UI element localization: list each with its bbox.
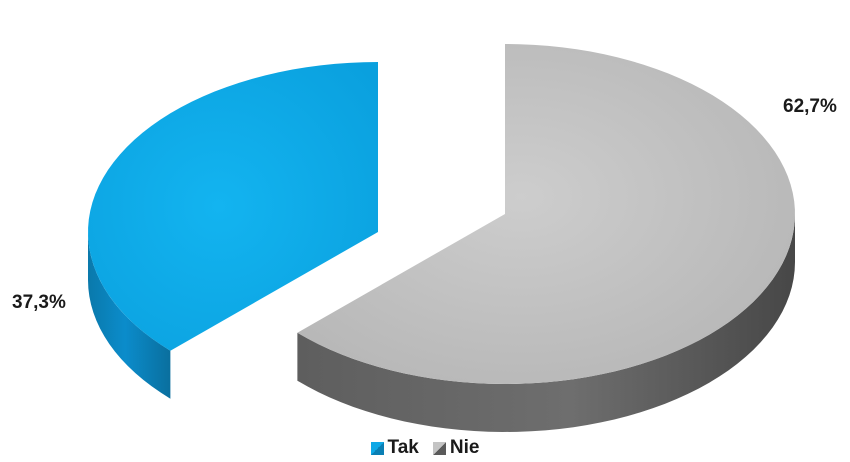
- legend-item-nie: Nie: [432, 437, 480, 459]
- legend-label-nie: Nie: [449, 437, 480, 458]
- legend-label-tak: Tak: [387, 437, 419, 458]
- pie-slice-tak-top: [88, 62, 378, 351]
- pie-slice-tak-side: [88, 232, 171, 399]
- legend-swatch-tak: [370, 441, 384, 455]
- data-label-tak: 37,3%: [12, 292, 66, 313]
- legend-swatch-nie: [432, 441, 446, 455]
- pie-slice-nie: [297, 44, 795, 432]
- chart-legend: Tak Nie: [0, 437, 850, 459]
- pie-slice-nie-side: [297, 214, 795, 432]
- pie-slice-tak: [88, 62, 378, 399]
- legend-item-tak: Tak: [370, 437, 419, 459]
- pie-slice-nie-top: [297, 44, 795, 384]
- data-label-nie: 62,7%: [783, 96, 837, 117]
